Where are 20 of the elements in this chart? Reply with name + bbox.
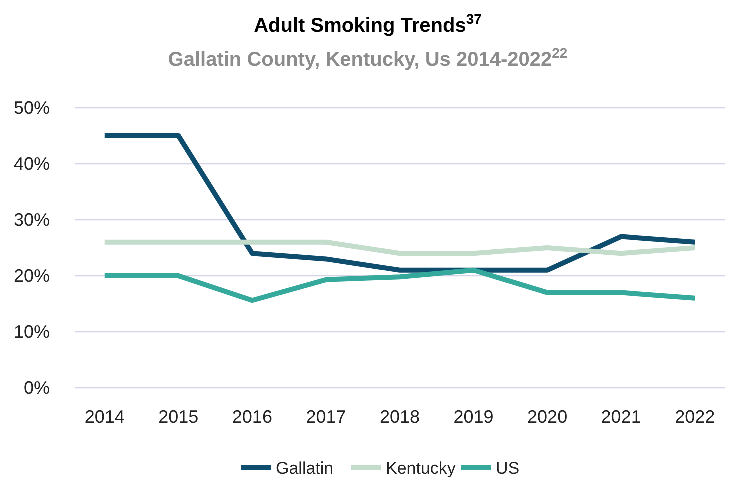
y-tick-label: 40% — [14, 154, 50, 174]
legend-label: Gallatin — [276, 459, 334, 478]
legend-label: Kentucky — [386, 459, 456, 478]
x-tick-label: 2022 — [675, 407, 716, 427]
chart-title: Adult Smoking Trends$^{37}$ — [254, 11, 482, 37]
x-tick-label: 2015 — [158, 407, 199, 427]
x-tick-label: 2017 — [306, 407, 346, 427]
x-tick-label: 2021 — [601, 407, 642, 427]
y-tick-label: 30% — [14, 210, 50, 230]
chart-subtitle: Gallatin County, Kentucky, Us 2014-2022$^{22}$ — [168, 45, 568, 71]
y-tick-label: 50% — [14, 98, 50, 118]
x-tick-label: 2016 — [232, 407, 272, 427]
x-tick-label: 2019 — [454, 407, 494, 427]
x-tick-label: 2020 — [528, 407, 568, 427]
y-tick-label: 20% — [14, 266, 50, 286]
y-tick-label: 0% — [24, 378, 50, 398]
x-tick-label: 2014 — [84, 407, 125, 427]
legend-label: US — [496, 459, 520, 478]
x-tick-label: 2018 — [380, 407, 420, 427]
y-tick-label: 10% — [14, 322, 50, 342]
